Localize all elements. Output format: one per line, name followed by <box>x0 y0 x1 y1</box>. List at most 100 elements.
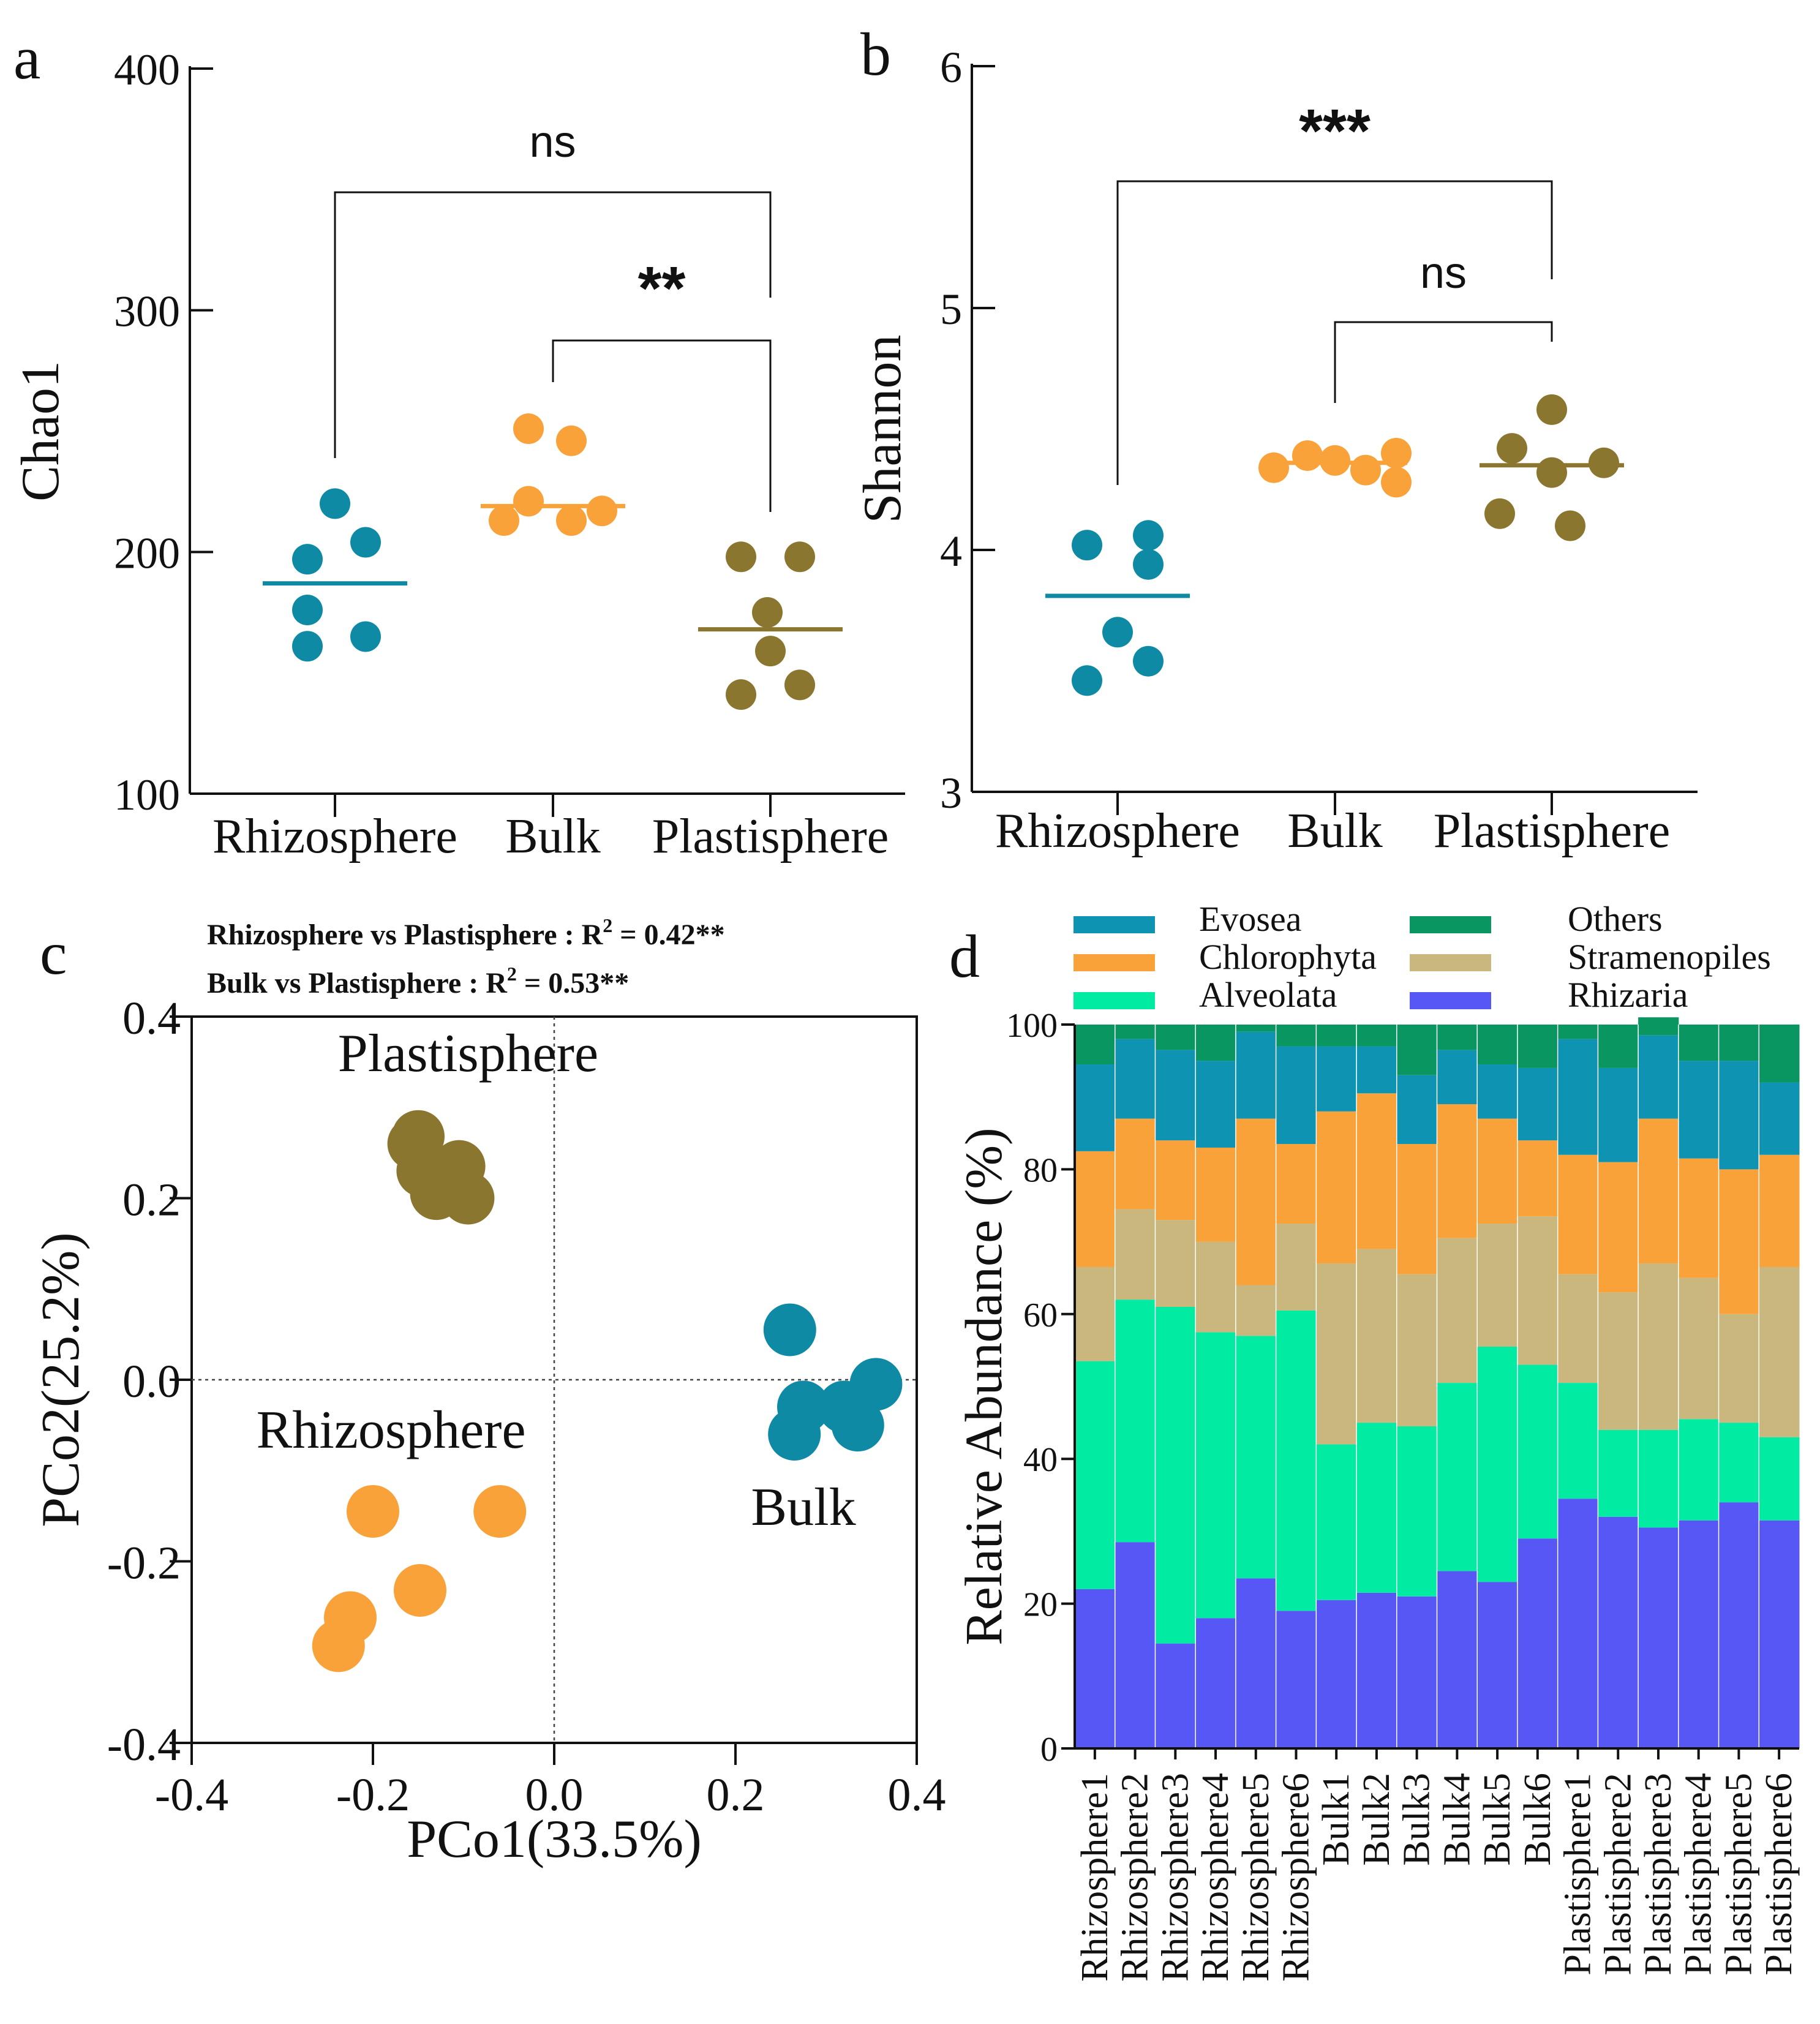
stacked-bar-segment <box>1075 1151 1116 1267</box>
stacked-bar-segment <box>1477 1118 1518 1224</box>
legend-label: Others <box>1568 899 1663 939</box>
panel-b-shannon: b 3 4 5 6 Shannon Rhizosphere Bulk Plastisphere *… <box>853 20 1698 858</box>
legend-swatch <box>1074 992 1155 1009</box>
stacked-bar-segment <box>1598 1067 1639 1162</box>
stacked-bar-segment <box>1437 1571 1478 1748</box>
data-point <box>1381 467 1412 498</box>
y-tick-label: 100 <box>1006 1007 1058 1045</box>
stacked-bar-segment <box>1356 1046 1397 1094</box>
data-point <box>489 505 519 536</box>
stacked-bar-segment <box>1115 1542 1156 1748</box>
y-tick-label: 20 <box>1023 1586 1058 1624</box>
stacked-bar-segment <box>1075 1266 1116 1361</box>
x-tick-label: Plastisphere6 <box>1758 1773 1800 1976</box>
legend-swatch <box>1410 954 1491 971</box>
stats-exponent: 2 <box>603 914 612 936</box>
y-tick-label: -0.4 <box>107 1719 181 1770</box>
stacked-bar-segment <box>1316 1025 1357 1047</box>
stacked-bar-segment <box>1759 1082 1800 1155</box>
significance-label: *** <box>1299 97 1371 165</box>
data-point <box>1072 530 1102 561</box>
stacked-bar-segment <box>1718 1423 1759 1503</box>
data-point <box>350 621 381 652</box>
stacked-bar-segment <box>1598 1162 1639 1293</box>
stacked-bar-segment <box>1557 1154 1598 1274</box>
group-label: Bulk <box>751 1478 855 1537</box>
series-rhizosphere <box>263 488 407 662</box>
stacked-bar-segment <box>1356 1423 1397 1593</box>
x-tick-label: -0.4 <box>155 1769 228 1821</box>
data-point <box>1320 445 1350 476</box>
stacked-bar-segment <box>1075 1361 1116 1589</box>
pcoa-point <box>763 1303 816 1356</box>
stacked-bar-segment <box>1759 1266 1800 1437</box>
y-tick-label: 60 <box>1023 1296 1058 1334</box>
panel-letter: b <box>860 20 891 88</box>
stacked-bar-segment <box>1437 1050 1478 1105</box>
significance-label: ns <box>529 118 576 167</box>
stacked-bar-segment <box>1396 1025 1437 1075</box>
stacked-bar-segment <box>1155 1643 1196 1748</box>
stacked-bar-segment <box>1115 1118 1156 1210</box>
stacked-bar-segment <box>1195 1061 1236 1148</box>
legend-swatch <box>1410 916 1491 933</box>
stacked-bar-segment <box>1316 1600 1357 1748</box>
stats-comparison: Rhizosphere vs Plastisphere <box>207 919 557 951</box>
y-tick-label: -0.2 <box>107 1538 181 1589</box>
stacked-bar-segment <box>1356 1093 1397 1249</box>
x-tick-label: Bulk5 <box>1476 1773 1518 1866</box>
data-point <box>587 495 617 527</box>
legend-swatch <box>1410 992 1491 1009</box>
stacked-bar-segment <box>1276 1224 1317 1311</box>
stacked-bar-segment <box>1678 1025 1720 1061</box>
data-point <box>1555 510 1585 541</box>
x-tick-label: Rhizosphere <box>212 810 457 863</box>
data-point <box>1497 433 1527 464</box>
data-point <box>1102 617 1133 648</box>
y-axis-title: Relative Abundance (%) <box>954 1127 1013 1645</box>
stacked-bar-segment <box>1517 1364 1559 1539</box>
stacked-bar-segment <box>1517 1538 1559 1748</box>
stacked-bar-segment <box>1155 1220 1196 1307</box>
stacked-bar-segment <box>1316 1046 1357 1112</box>
stacked-bar-segment <box>1437 1025 1478 1050</box>
x-tick-label: Bulk6 <box>1517 1773 1559 1866</box>
stacked-bar-segment <box>1638 1017 1679 1036</box>
x-tick-label: Bulk <box>505 810 601 863</box>
stacked-bar-segment <box>1759 1025 1800 1083</box>
x-tick-label: Plastisphere5 <box>1718 1773 1759 1976</box>
significance-label: ** <box>638 254 686 323</box>
x-tick-label: Plastisphere4 <box>1678 1773 1720 1976</box>
pcoa-point <box>849 1358 903 1411</box>
data-point <box>1536 457 1567 488</box>
stacked-bar-segment <box>1598 1025 1639 1068</box>
y-tick-label: 0.0 <box>122 1356 181 1407</box>
data-point <box>513 486 544 517</box>
stacked-bar-segment <box>1517 1140 1559 1217</box>
stacked-bar-segment <box>1235 1118 1277 1285</box>
significance-bracket <box>1334 321 1553 403</box>
stacked-bar-segment <box>1195 1147 1236 1242</box>
data-point <box>784 541 815 573</box>
data-point <box>752 597 783 628</box>
legend-label: Evosea <box>1199 899 1302 939</box>
stacked-bar-segment <box>1356 1025 1397 1047</box>
x-tick-label: 0.4 <box>888 1769 946 1821</box>
x-axis-title: PCo1(33.5%) <box>407 1810 702 1869</box>
series-alveolata <box>1075 1300 1800 1644</box>
pcoa-point <box>312 1619 365 1672</box>
stacked-bar-segment <box>1356 1592 1397 1748</box>
y-tick-label: 400 <box>114 45 180 94</box>
stacked-bar-segment <box>1437 1104 1478 1238</box>
stacked-bar-segment <box>1316 1444 1357 1600</box>
stacked-bar-segment <box>1155 1025 1196 1050</box>
legend-label: Rhizaria <box>1568 975 1688 1015</box>
stacked-bar-segment <box>1638 1527 1679 1748</box>
x-tick-label: 0.0 <box>525 1769 584 1821</box>
data-point <box>1484 498 1515 529</box>
series-chlorophyta <box>1075 1093 1800 1314</box>
stacked-bar-segment <box>1075 1025 1116 1065</box>
series-rhizaria <box>1075 1499 1800 1748</box>
x-tick-label: Plastisphere1 <box>1557 1773 1599 1976</box>
